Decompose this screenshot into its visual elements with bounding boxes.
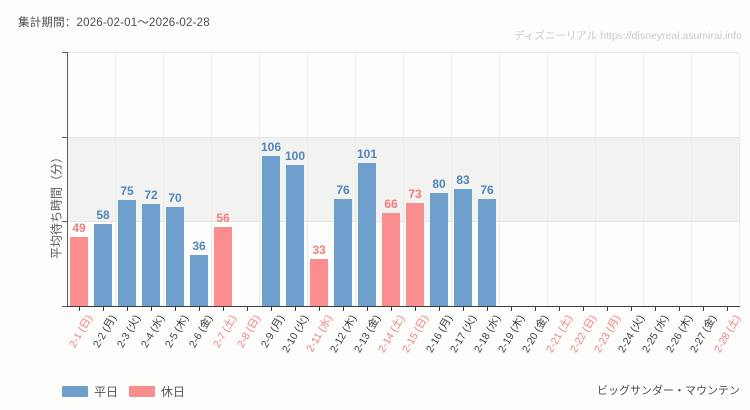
page-title: 集計期間：2026-02-01〜2026-02-28 [18,17,210,29]
gridline-vertical [403,52,404,306]
plot-area [67,52,740,306]
chart-legend: 平日 休日 [62,383,185,400]
bar-value-label: 56 [216,210,230,225]
bar[interactable] [406,203,424,306]
x-tick-mark [223,307,224,311]
gridline-vertical [163,52,164,306]
x-tick-mark [415,307,416,311]
bar[interactable] [118,200,136,306]
bar-value-label: 101 [356,147,378,162]
x-tick-mark [511,307,512,311]
bar[interactable] [382,212,400,306]
x-axis-line [67,306,740,307]
x-tick-mark [679,307,680,311]
bar[interactable] [430,193,448,306]
x-tick-mark [199,307,200,311]
bar-value-label: 73 [408,186,422,201]
gridline-vertical [547,52,548,306]
bar-value-label: 66 [384,196,398,211]
gridline-vertical [691,52,692,306]
gridline-vertical [355,52,356,306]
bar-value-label: 80 [432,177,446,192]
x-tick-mark [727,307,728,311]
bar[interactable] [454,188,472,306]
x-tick-mark [271,307,272,311]
x-tick-mark [439,307,440,311]
x-tick-mark [247,307,248,311]
bar-value-label: 36 [192,239,206,254]
x-tick-mark [151,307,152,311]
x-tick-mark [103,307,104,311]
y-tick-mark [62,306,67,307]
y-tick-mark [62,136,67,138]
legend-label: 休日 [161,385,186,399]
bar[interactable] [334,198,352,306]
legend-label: 平日 [94,385,119,399]
bar[interactable] [166,207,184,306]
x-tick-mark [583,307,584,311]
gridline-vertical [739,52,740,306]
bar-value-label: 70 [168,191,182,206]
bar-value-label: 58 [96,208,110,223]
bar-value-label: 100 [284,148,306,163]
gridline-vertical [499,52,500,306]
x-tick-mark [319,307,320,311]
legend-swatch-icon [62,386,88,397]
x-tick-mark [535,307,536,311]
x-tick-mark [607,307,608,311]
y-axis-line [67,52,68,307]
x-tick-mark [127,307,128,311]
gridline-vertical [643,52,644,306]
bar[interactable] [214,226,232,306]
bar[interactable] [310,259,328,306]
gridline-vertical [595,52,596,306]
bar[interactable] [190,255,208,306]
gridline-vertical [259,52,260,306]
x-tick-mark [367,307,368,311]
x-tick-mark [631,307,632,311]
y-axis-title: 平均待ち時間（分） [49,150,64,260]
x-tick-mark [79,307,80,311]
bar-value-label: 106 [260,140,282,155]
bar[interactable] [142,204,160,306]
legend-item-weekday[interactable]: 平日 [62,383,118,400]
x-tick-mark [175,307,176,311]
bar-value-label: 75 [120,184,134,199]
x-tick-mark [343,307,344,311]
x-tick-mark [463,307,464,311]
site-watermark: ディズニーリアル https://disneyreal.asumirai.inf… [514,30,742,42]
bar[interactable] [262,156,280,306]
x-tick-mark [295,307,296,311]
gridline-vertical [451,52,452,306]
attraction-name: ビッグサンダー・マウンテン [597,385,740,397]
x-tick-mark [487,307,488,311]
y-tick-mark [62,221,67,223]
legend-item-holiday[interactable]: 休日 [129,383,185,400]
y-tick-mark [62,52,67,53]
bar[interactable] [358,163,376,306]
x-tick-mark [655,307,656,311]
bar-value-label: 76 [336,182,350,197]
x-tick-mark [703,307,704,311]
gridline-vertical [211,52,212,306]
bar-value-label: 49 [72,220,86,235]
bar[interactable] [478,198,496,306]
bar-value-label: 33 [312,243,326,258]
bar[interactable] [286,164,304,306]
legend-swatch-icon [129,386,156,397]
bar-value-label: 83 [456,172,470,187]
bar-value-label: 72 [144,188,158,203]
x-tick-mark [391,307,392,311]
gridline-vertical [115,52,116,306]
bar[interactable] [70,236,88,306]
bar-value-label: 76 [480,182,494,197]
x-tick-mark [559,307,560,311]
bar[interactable] [94,224,112,306]
gridline-vertical [307,52,308,306]
